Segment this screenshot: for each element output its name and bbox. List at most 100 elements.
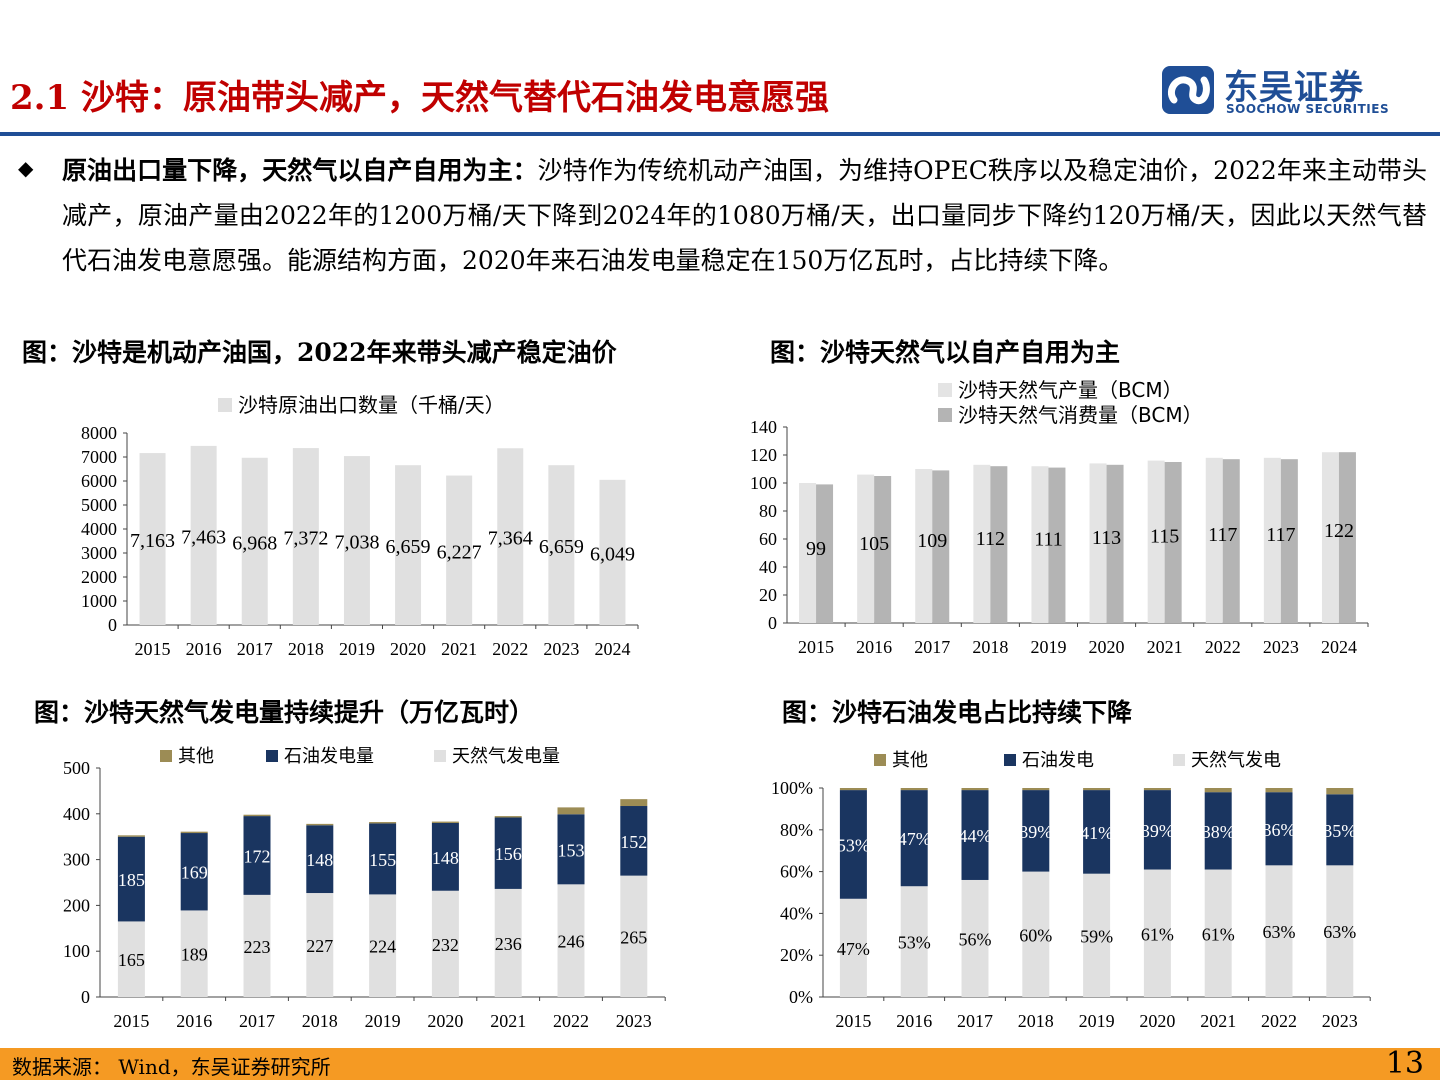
chart4-data-label: 59% — [1080, 926, 1113, 946]
chart2-y-tick-label: 20 — [759, 585, 777, 605]
chart4-bar-segment — [1083, 788, 1111, 791]
chart2-title: 图：沙特天然气以自产自用为主 — [770, 338, 1121, 367]
chart3-bar-segment — [620, 799, 648, 807]
chart2-bar — [1106, 464, 1124, 623]
chart4-bar-segment — [900, 788, 928, 791]
bullet-diamond-icon: ◆ — [18, 156, 34, 180]
chart4-bar-segment — [1265, 865, 1293, 997]
chart2-legend-swatch — [938, 408, 952, 422]
chart3-bar-segment — [243, 814, 271, 817]
chart2-data-label: 115 — [1150, 525, 1179, 547]
chart3-x-tick-label: 2017 — [239, 1011, 275, 1031]
chart4-bar-segment — [1204, 788, 1232, 793]
chart2-x-tick-label: 2023 — [1263, 637, 1299, 657]
chart2-data-label: 117 — [1266, 524, 1295, 546]
chart1-bar — [241, 457, 268, 625]
chart1-data-label: 7,163 — [130, 530, 175, 552]
chart2-data-label: 99 — [806, 538, 826, 560]
chart1-title: 图：沙特是机动产油国，2022年来带头减产稳定油价 — [22, 338, 617, 367]
chart3-data-label: 246 — [558, 932, 585, 952]
chart2-bar — [1222, 459, 1240, 623]
chart4-bar-segment — [961, 788, 989, 791]
chart4-x-tick-label: 2022 — [1261, 1011, 1297, 1031]
chart3-bar-segment — [494, 817, 522, 889]
chart1-bar — [599, 479, 626, 625]
chart1-data-label: 6,049 — [590, 543, 635, 565]
chart4-bar-segment — [1204, 869, 1232, 997]
chart3-bar-segment — [306, 893, 334, 997]
chart3-bar-segment — [620, 806, 648, 876]
chart4-x-tick-label: 2018 — [1018, 1011, 1054, 1031]
chart2-bar — [1321, 452, 1339, 623]
footer-bar: 数据来源： Wind，东吴证券研究所 13 — [0, 1046, 1440, 1081]
chart4-bar-segment — [961, 790, 989, 880]
chart2-x-tick-label: 2018 — [972, 637, 1008, 657]
chart4-y-tick-label: 80% — [780, 820, 813, 840]
chart3-x-tick-label: 2019 — [365, 1011, 401, 1031]
chart2-y-tick-label: 80 — [759, 501, 777, 521]
chart1-x-tick-label: 2023 — [543, 639, 579, 659]
chart3-data-label: 155 — [369, 850, 396, 870]
chart1-y-tick-label: 8000 — [81, 423, 117, 443]
chart2-x-tick-label: 2022 — [1205, 637, 1241, 657]
chart4-data-label: 61% — [1141, 924, 1174, 944]
footer-source: 数据来源： Wind，东吴证券研究所 — [12, 1055, 331, 1079]
chart2-bar — [990, 466, 1008, 623]
chart3-data-label: 148 — [432, 848, 459, 868]
chart4-x-tick-label: 2016 — [896, 1011, 932, 1031]
chart2-legend-label: 沙特天然气消费量（BCM） — [958, 403, 1203, 427]
chart3-legend-label: 石油发电量 — [284, 746, 374, 767]
chart4-y-tick-label: 60% — [780, 862, 813, 882]
chart4-bar-segment — [839, 790, 867, 899]
chart4-bar-segment — [1326, 788, 1354, 795]
chart2-data-label: 105 — [859, 533, 889, 555]
chart1-x-tick-label: 2024 — [594, 639, 630, 659]
chart3-legend-label: 其他 — [178, 746, 214, 767]
chart3-data-label: 236 — [495, 934, 522, 954]
chart3-bar-segment — [557, 807, 585, 815]
chart2-bar — [799, 483, 817, 623]
chart3-legend-label: 天然气发电量 — [452, 746, 560, 767]
chart4-data-label: 53% — [837, 835, 870, 855]
chart3-legend-swatch — [266, 750, 278, 762]
chart3-data-label: 265 — [620, 927, 647, 947]
chart2-x-tick-label: 2019 — [1030, 637, 1066, 657]
chart4-y-tick-label: 40% — [780, 903, 813, 923]
chart4-bar-segment — [1326, 865, 1354, 997]
chart2-bar — [1338, 452, 1356, 623]
chart4-bar-segment — [1143, 790, 1171, 870]
chart2-y-tick-label: 40 — [759, 557, 777, 577]
chart3-data-label: 223 — [244, 937, 271, 957]
chart3-bar-segment — [494, 816, 522, 818]
chart1-x-tick-label: 2019 — [339, 639, 375, 659]
chart3-bar-segment — [494, 888, 522, 997]
chart3-data-label: 189 — [181, 945, 208, 965]
chart2-bar — [1147, 460, 1165, 623]
chart2-bar — [1048, 467, 1066, 623]
chart3-data-label: 152 — [620, 832, 647, 852]
summary-paragraph: 原油出口量下降，天然气以自产自用为主：沙特作为传统机动产油国，为维持OPEC秩序… — [62, 148, 1427, 283]
chart2-bar — [874, 476, 892, 623]
chart2-bar — [1280, 459, 1298, 623]
chart3-y-tick-label: 200 — [63, 895, 90, 915]
chart4-bar-segment — [1022, 871, 1050, 997]
chart4-title: 图：沙特石油发电占比持续下降 — [782, 698, 1133, 727]
chart1-data-label: 7,364 — [488, 528, 533, 550]
chart4-legend-label: 天然气发电 — [1191, 750, 1281, 771]
chart4-data-label: 47% — [898, 829, 931, 849]
summary-lead: 原油出口量下降，天然气以自产自用为主： — [62, 156, 538, 185]
chart1-y-tick-label: 1000 — [81, 591, 117, 611]
chart4-legend-swatch — [1004, 754, 1016, 766]
logo-mark-icon — [1162, 66, 1214, 114]
chart3-data-label: 224 — [369, 937, 396, 957]
chart3-bar-segment — [620, 875, 648, 997]
chart2-bar — [915, 469, 933, 623]
chart4-data-label: 61% — [1202, 924, 1235, 944]
chart2-bar — [973, 464, 991, 623]
chart3-y-tick-label: 500 — [63, 758, 90, 778]
chart3-bar-segment — [243, 816, 271, 895]
chart3-bar-segment — [117, 836, 145, 922]
chart2-legend-swatch — [938, 383, 952, 397]
chart4-legend-label: 石油发电 — [1022, 750, 1094, 771]
chart1-y-tick-label: 4000 — [81, 519, 117, 539]
